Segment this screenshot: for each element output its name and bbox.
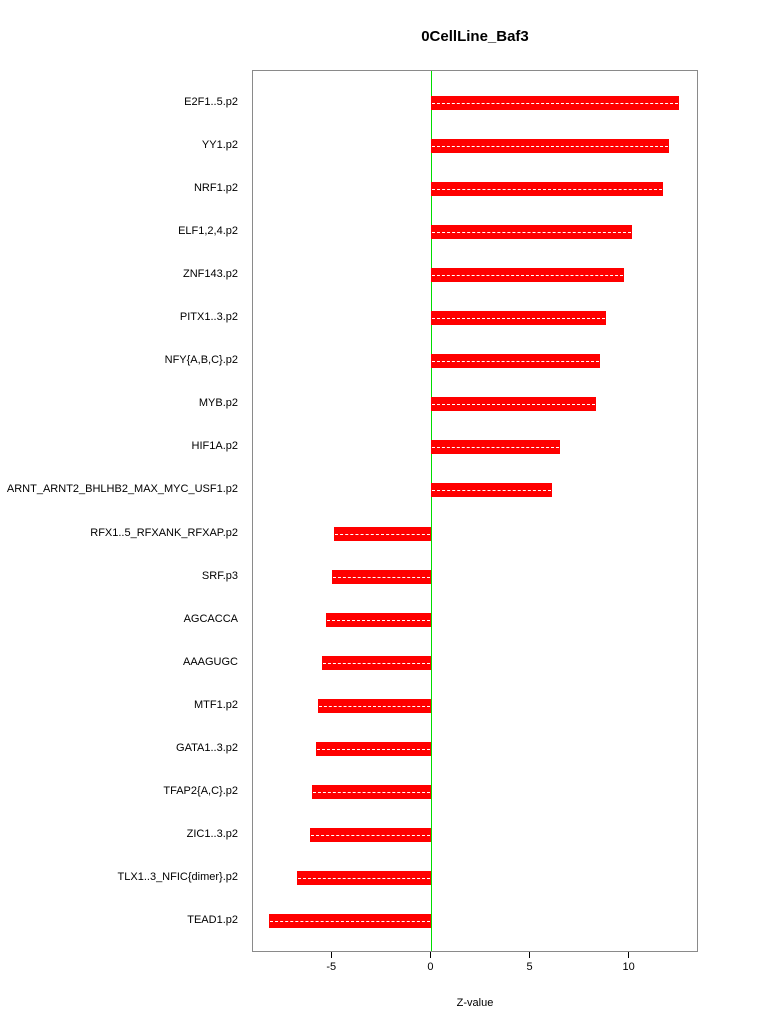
bar-center-dash [317, 748, 431, 750]
category-label: AAAGUGC [182, 655, 238, 668]
bar [332, 569, 432, 584]
bar [312, 784, 432, 799]
bar [318, 698, 432, 713]
category-label: TFAP2{A,C}.p2 [163, 784, 238, 797]
bar [268, 914, 432, 928]
x-axis-label: Z-value [456, 997, 494, 1009]
category-label: TLX1..3_NFIC{dimer}.p2 [117, 870, 238, 883]
bar [296, 870, 432, 885]
bar-center-dash [432, 146, 669, 148]
bar-center-dash [432, 189, 663, 191]
bar-center-dash [432, 361, 599, 363]
bar [316, 741, 432, 756]
category-label: SRF.p3 [201, 569, 238, 582]
category-label: YY1.p2 [201, 139, 238, 152]
bar [431, 268, 624, 283]
bar [431, 483, 553, 498]
bar-center-dash [333, 576, 431, 578]
bar [431, 354, 600, 369]
bar-center-dash [269, 921, 431, 922]
bar [334, 526, 432, 541]
bar-center-dash [432, 103, 679, 104]
category-label: AGCACCA [183, 612, 238, 625]
bar-center-dash [432, 318, 605, 320]
plot-area [252, 70, 698, 952]
bar [431, 397, 596, 412]
bar [322, 655, 432, 670]
bar [431, 182, 664, 197]
y-axis-labels: E2F1..5.p2 YY1.p2 NRF1.p2 ELF1,2,4.p2 ZNF143… [0, 70, 245, 952]
bar-center-dash [432, 447, 560, 449]
category-label: PITX1..3.p2 [179, 311, 238, 324]
bar-center-dash [323, 662, 431, 664]
bar [431, 96, 680, 110]
bar-center-dash [432, 275, 623, 277]
category-label: TEAD1.p2 [187, 914, 238, 926]
category-label: RFX1..5_RFXANK_RFXAP.p2 [90, 526, 238, 539]
category-label: NFY{A,B,C}.p2 [164, 354, 238, 367]
category-label: HIF1A.p2 [191, 440, 238, 453]
category-label: E2F1..5.p2 [184, 96, 238, 108]
bar-center-dash [432, 232, 631, 234]
bar-center-dash [319, 705, 431, 707]
bar-center-dash [297, 877, 431, 879]
category-label: GATA1..3.p2 [176, 741, 238, 754]
x-tick-label: 5 [526, 961, 533, 973]
bar-center-dash [432, 404, 595, 406]
bar [326, 612, 432, 627]
x-tick [628, 952, 630, 958]
category-label: MYB.p2 [198, 397, 238, 410]
x-tick-label: 10 [622, 961, 635, 973]
x-tick [529, 952, 530, 958]
bar-center-dash [311, 834, 431, 836]
category-label: ELF1,2,4.p2 [178, 225, 238, 238]
bar [431, 440, 561, 455]
bar-center-dash [335, 533, 431, 535]
x-tick-label: -5 [326, 961, 337, 973]
bar [431, 139, 670, 154]
category-label: ZIC1..3.p2 [186, 827, 238, 840]
category-label: ZNF143.p2 [182, 268, 238, 281]
bar-center-dash [327, 619, 431, 621]
bar-center-dash [432, 490, 552, 492]
category-label: MTF1.p2 [193, 698, 238, 711]
x-tick [330, 952, 332, 958]
bar [431, 225, 632, 240]
x-tick-label: 0 [427, 961, 434, 973]
chart-title: 0CellLine_Baf3 [421, 28, 529, 45]
x-tick [429, 952, 431, 958]
category-label: NRF1.p2 [193, 182, 238, 195]
zero-reference-line [430, 71, 432, 951]
bar [310, 827, 432, 842]
bar [431, 311, 606, 326]
bar-center-dash [313, 791, 431, 793]
category-label: ARNT_ARNT2_BHLHB2_MAX_MYC_USF1.p2 [6, 483, 238, 496]
